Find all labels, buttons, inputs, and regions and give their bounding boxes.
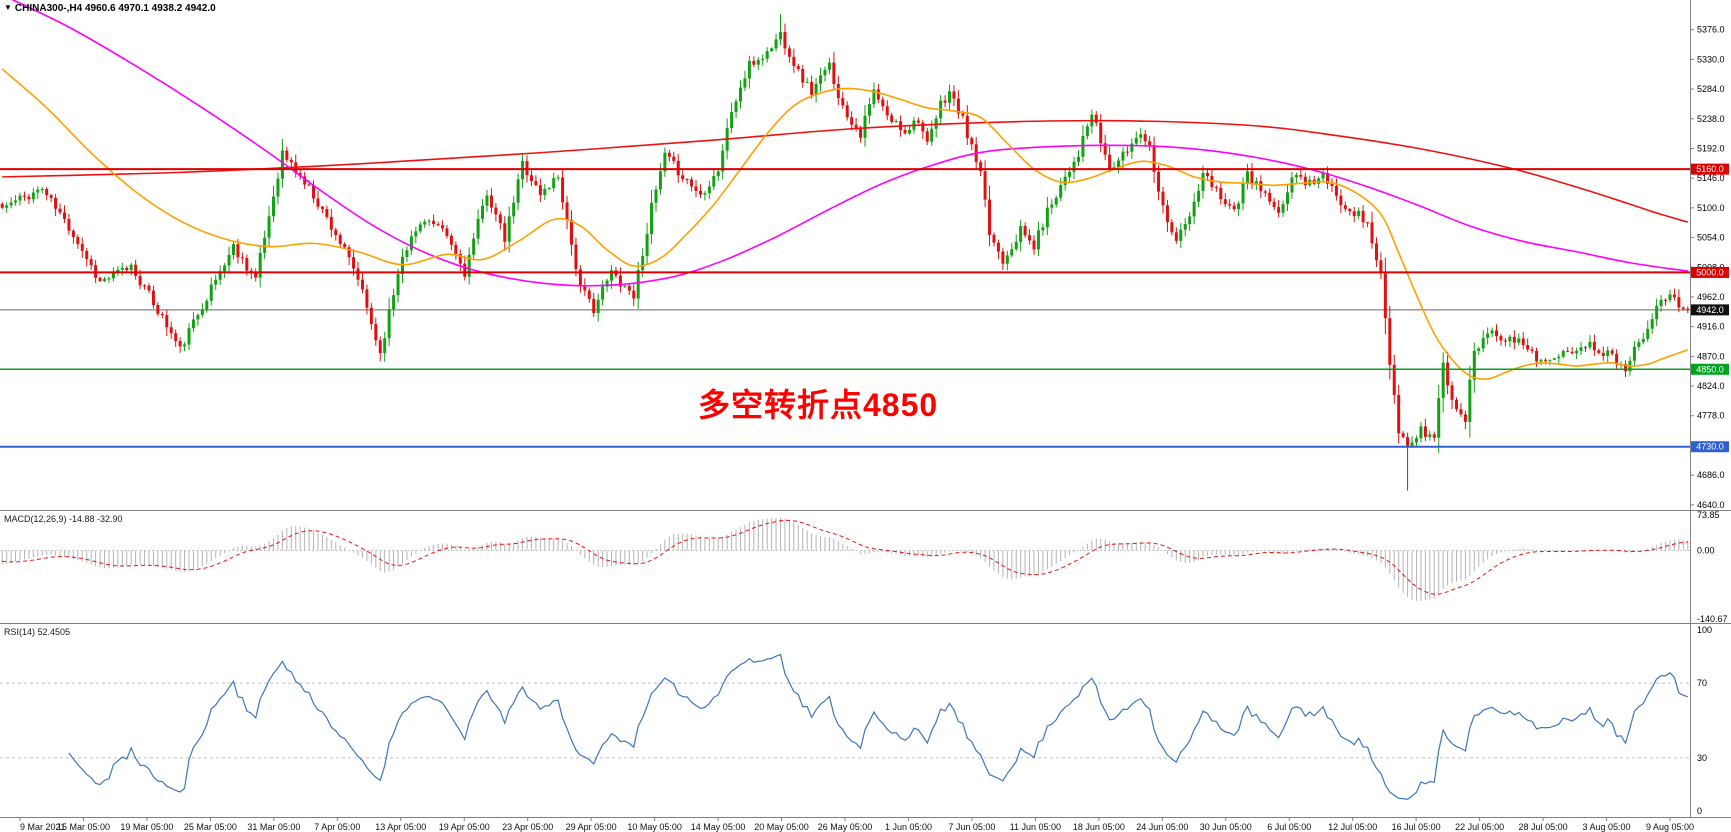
rsi-line <box>68 653 1688 800</box>
svg-text:5330.0: 5330.0 <box>1697 54 1725 64</box>
svg-text:5160.0: 5160.0 <box>1696 164 1724 174</box>
svg-text:20 May 05:00: 20 May 05:00 <box>754 822 809 832</box>
rsi-axis[interactable]: 100 70 30 0 <box>1697 625 1712 816</box>
svg-text:1 Jun 05:00: 1 Jun 05:00 <box>885 822 932 832</box>
svg-text:0.00: 0.00 <box>1697 545 1715 555</box>
svg-text:5238.0: 5238.0 <box>1697 114 1725 124</box>
svg-text:7 Apr 05:00: 7 Apr 05:00 <box>314 822 360 832</box>
candles-layer[interactable] <box>0 14 1690 491</box>
svg-text:22 Jul 05:00: 22 Jul 05:00 <box>1455 822 1504 832</box>
price-badge: 4730.0 <box>1691 441 1729 453</box>
svg-text:14 May 05:00: 14 May 05:00 <box>691 822 746 832</box>
svg-text:18 Jun 05:00: 18 Jun 05:00 <box>1073 822 1125 832</box>
svg-text:4778.0: 4778.0 <box>1697 411 1725 421</box>
svg-text:9 Aug 05:00: 9 Aug 05:00 <box>1646 822 1694 832</box>
horizontal-level-lines[interactable] <box>0 168 1690 448</box>
svg-text:73.85: 73.85 <box>1697 510 1720 520</box>
svg-text:31 Mar 05:00: 31 Mar 05:00 <box>247 822 300 832</box>
fast-ma-orange <box>1 68 1689 380</box>
svg-text:10 May 05:00: 10 May 05:00 <box>627 822 682 832</box>
svg-text:5000.0: 5000.0 <box>1696 267 1724 277</box>
price-badge: 4850.0 <box>1691 363 1729 375</box>
mid-ma-magenta <box>11 0 1688 287</box>
svg-text:26 May 05:00: 26 May 05:00 <box>818 822 873 832</box>
svg-text:28 Jul 05:00: 28 Jul 05:00 <box>1519 822 1568 832</box>
svg-text:4686.0: 4686.0 <box>1697 470 1725 480</box>
price-badge: 5000.0 <box>1691 266 1729 278</box>
svg-text:15 Mar 05:00: 15 Mar 05:00 <box>57 822 110 832</box>
svg-text:25 Mar 05:00: 25 Mar 05:00 <box>184 822 237 832</box>
svg-text:13 Apr 05:00: 13 Apr 05:00 <box>375 822 426 832</box>
svg-text:4850.0: 4850.0 <box>1696 364 1724 374</box>
svg-text:4916.0: 4916.0 <box>1697 322 1725 332</box>
svg-text:24 Jun 05:00: 24 Jun 05:00 <box>1136 822 1188 832</box>
svg-text:30 Jun 05:00: 30 Jun 05:00 <box>1200 822 1252 832</box>
svg-text:23 Apr 05:00: 23 Apr 05:00 <box>502 822 553 832</box>
svg-text:100: 100 <box>1697 625 1712 635</box>
price-axis[interactable]: 5376.0 5330.0 5284.0 5238.0 5192.0 5146.0 5100… <box>1690 25 1729 510</box>
price-badge: 4942.0 <box>1691 304 1729 316</box>
svg-text:19 Mar 05:00: 19 Mar 05:00 <box>120 822 173 832</box>
svg-text:5054.0: 5054.0 <box>1697 233 1725 243</box>
macd-axis[interactable]: 73.85 0.00 -140.67 <box>1697 510 1728 624</box>
svg-text:4730.0: 4730.0 <box>1696 442 1724 452</box>
svg-text:19 Apr 05:00: 19 Apr 05:00 <box>439 822 490 832</box>
svg-text:5376.0: 5376.0 <box>1697 25 1725 35</box>
svg-text:4942.0: 4942.0 <box>1696 305 1724 315</box>
svg-text:16 Jul 05:00: 16 Jul 05:00 <box>1392 822 1441 832</box>
svg-text:5100.0: 5100.0 <box>1697 203 1725 213</box>
svg-text:29 Apr 05:00: 29 Apr 05:00 <box>566 822 617 832</box>
svg-text:0: 0 <box>1697 806 1702 816</box>
svg-text:-140.67: -140.67 <box>1697 614 1728 624</box>
svg-text:3 Aug 05:00: 3 Aug 05:00 <box>1583 822 1631 832</box>
svg-text:5192.0: 5192.0 <box>1697 143 1725 153</box>
svg-text:30: 30 <box>1697 753 1707 763</box>
svg-text:4962.0: 4962.0 <box>1697 292 1725 302</box>
slow-ma-red <box>2 119 1689 223</box>
svg-text:9 Mar 2021: 9 Mar 2021 <box>20 822 66 832</box>
svg-text:4870.0: 4870.0 <box>1697 351 1725 361</box>
macd-signal-line <box>2 519 1688 595</box>
macd-histogram <box>1 517 1689 601</box>
svg-text:70: 70 <box>1697 678 1707 688</box>
svg-text:4824.0: 4824.0 <box>1697 381 1725 391</box>
svg-text:5284.0: 5284.0 <box>1697 84 1725 94</box>
svg-text:11 Jun 05:00: 11 Jun 05:00 <box>1010 822 1061 832</box>
svg-text:4640.0: 4640.0 <box>1697 500 1725 510</box>
svg-text:7 Jun 05:00: 7 Jun 05:00 <box>948 822 995 832</box>
svg-text:5146.0: 5146.0 <box>1697 173 1725 183</box>
price-badge: 5160.0 <box>1691 163 1729 175</box>
svg-text:12 Jul 05:00: 12 Jul 05:00 <box>1328 822 1377 832</box>
svg-text:6 Jul 05:00: 6 Jul 05:00 <box>1267 822 1311 832</box>
